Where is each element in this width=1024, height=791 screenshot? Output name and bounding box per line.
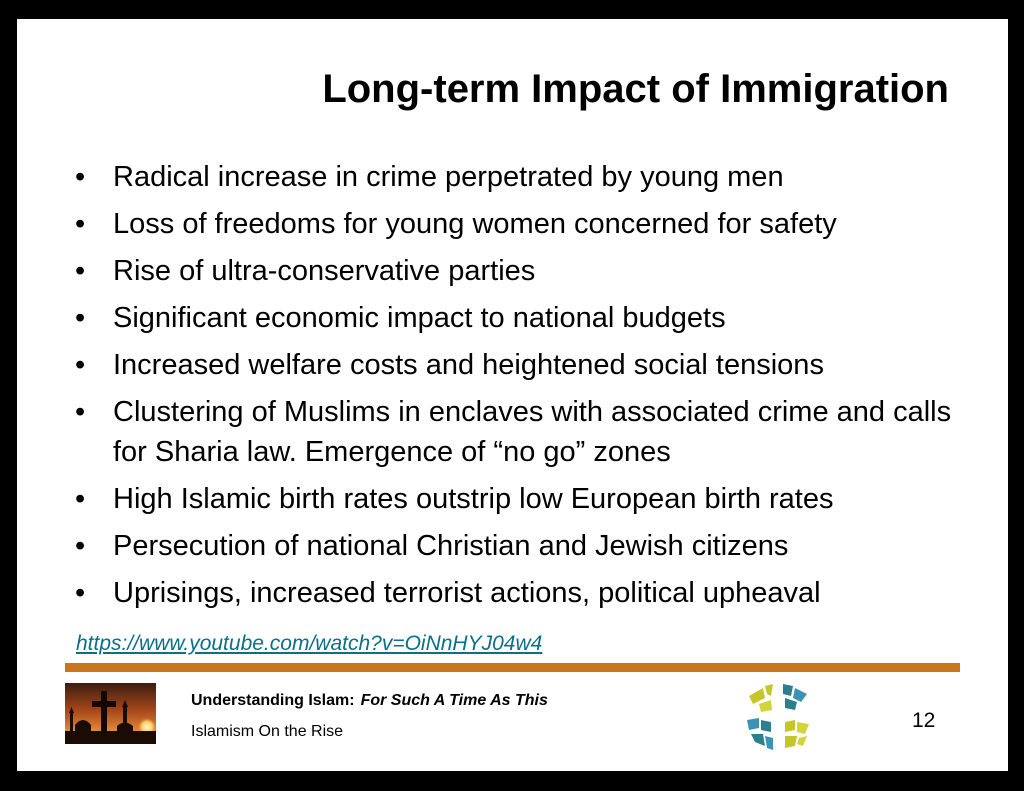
bullet-dot-icon: • (75, 302, 86, 334)
bullet-item: • Persecution of national Christian and J… (75, 526, 975, 566)
bullet-dot-icon: • (75, 396, 86, 428)
series-subtitle: For Such A Time As This (360, 692, 548, 709)
bullet-item: • Uprisings, increased terrorist actions,… (75, 573, 975, 613)
bullet-item: • Loss of freedoms for young women concer… (75, 204, 975, 244)
footer-lesson: Islamism On the Rise (191, 723, 344, 740)
footer-series-title: Understanding Islam: For Such A Time As T… (191, 692, 548, 710)
bullet-text: Increased welfare costs and heightened s… (113, 349, 824, 381)
bullet-text: Clustering of Muslims in enclaves with a… (113, 396, 952, 468)
footer-divider (65, 663, 960, 672)
bullet-list: • Radical increase in crime perpetrated b… (75, 157, 975, 620)
bullet-dot-icon: • (75, 349, 86, 381)
bullet-text: Uprisings, increased terrorist actions, … (113, 577, 821, 609)
bullet-item: • Clustering of Muslims in enclaves with … (75, 392, 975, 472)
bullet-text: Loss of freedoms for young women concern… (113, 208, 837, 240)
bullet-dot-icon: • (75, 483, 86, 515)
bullet-text: Persecution of national Christian and Je… (113, 530, 789, 562)
series-title: Understanding Islam: (191, 692, 355, 709)
bullet-text: Radical increase in crime perpetrated by… (113, 161, 784, 193)
bullet-dot-icon: • (75, 208, 86, 240)
bullet-dot-icon: • (75, 161, 86, 193)
slide-title: Long-term Impact of Immigration (322, 67, 949, 111)
bullet-item: • Rise of ultra-conservative parties (75, 251, 975, 291)
bullet-dot-icon: • (75, 530, 86, 562)
church-cross-mark-icon (745, 682, 811, 752)
bullet-text: High Islamic birth rates outstrip low Eu… (113, 483, 834, 515)
cross-and-mosque-sunset-photo (65, 683, 156, 744)
bullet-item: • High Islamic birth rates outstrip low E… (75, 479, 975, 519)
page-number: 12 (912, 709, 936, 732)
bullet-dot-icon: • (75, 255, 86, 287)
bullet-dot-icon: • (75, 577, 86, 609)
bullet-item: • Increased welfare costs and heightened … (75, 345, 975, 385)
bullet-text: Rise of ultra-conservative parties (113, 255, 536, 287)
youtube-link[interactable]: https://www.youtube.com/watch?v=OiNnHYJ0… (76, 632, 543, 655)
slide: Long-term Impact of Immigration • Radical… (17, 19, 1008, 771)
bullet-item: • Radical increase in crime perpetrated b… (75, 157, 975, 197)
bullet-text: Significant economic impact to national … (113, 302, 726, 334)
bullet-item: • Significant economic impact to national… (75, 298, 975, 338)
